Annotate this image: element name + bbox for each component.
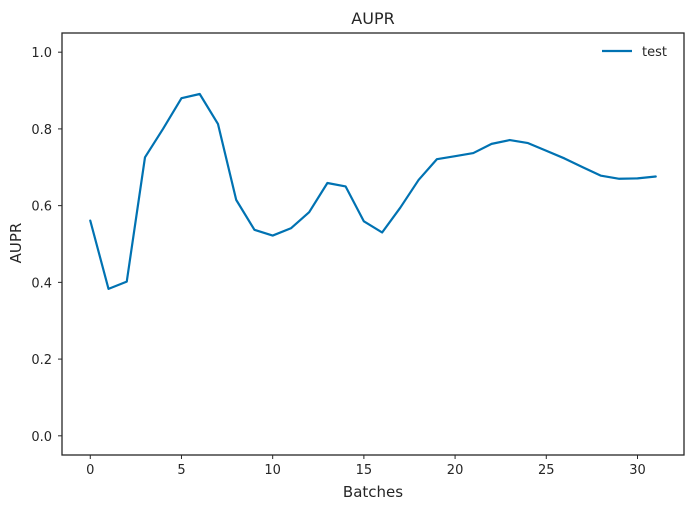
plot-area: 0 5 10 15 20 25 30 0.0 0.2 0.4 0.6 0.8 1.0 test: [31, 33, 684, 478]
y-tick-label: 0.8: [31, 123, 52, 138]
x-tick-label: 0: [86, 463, 94, 478]
y-tick-label: 0.4: [31, 276, 52, 291]
x-tick-label: 25: [538, 463, 555, 478]
x-tick-label: 10: [264, 463, 281, 478]
x-tick-label: 30: [629, 463, 646, 478]
y-tick-label: 0.6: [31, 200, 52, 215]
x-tick-label: 20: [447, 463, 464, 478]
x-axis-label: Batches: [343, 483, 403, 501]
plot-frame: [62, 33, 684, 455]
legend-label: test: [642, 45, 667, 60]
y-tick-label: 0.0: [31, 430, 52, 445]
y-axis-label: AUPR: [7, 223, 25, 264]
x-tick-label: 15: [356, 463, 373, 478]
x-tick-label: 5: [177, 463, 185, 478]
y-tick-label: 0.2: [31, 353, 52, 368]
chart-title: AUPR: [351, 9, 394, 28]
y-tick-label: 1.0: [31, 46, 52, 61]
series-line-test: [90, 94, 655, 289]
